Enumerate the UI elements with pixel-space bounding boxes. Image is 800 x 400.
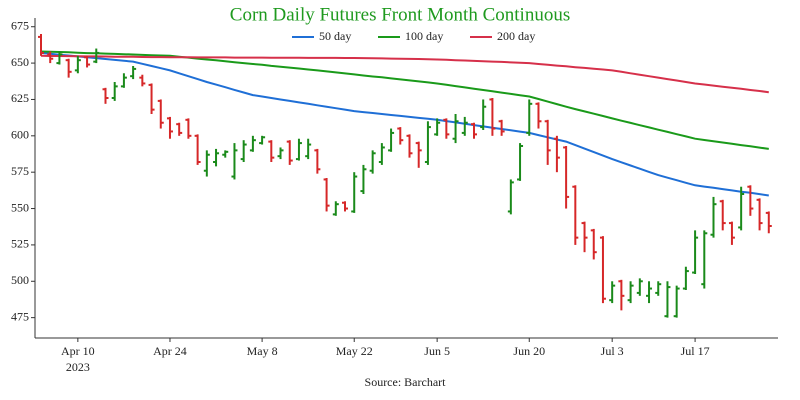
chart-title: Corn Daily Futures Front Month Continuou… bbox=[230, 4, 570, 25]
x-tick-label: Apr 24 bbox=[153, 344, 187, 358]
ma-line bbox=[40, 50, 769, 150]
x-tick-label: May 22 bbox=[336, 344, 373, 358]
ma-line bbox=[40, 54, 769, 94]
x-tick-label: May 8 bbox=[247, 344, 278, 358]
x-tick-label: Jun 20 bbox=[513, 344, 545, 358]
legend-label: 200 day bbox=[497, 29, 535, 43]
ma-line bbox=[40, 51, 769, 197]
y-tick-label: 600 bbox=[11, 128, 29, 142]
y-tick-label: 625 bbox=[11, 91, 29, 105]
y-tick-label: 650 bbox=[11, 55, 29, 69]
y-tick-label: 525 bbox=[11, 237, 29, 251]
source: Source: Barchart bbox=[365, 375, 447, 389]
x-tick-label: Jun 5 bbox=[424, 344, 450, 358]
y-tick-label: 550 bbox=[11, 200, 29, 214]
legend-label: 100 day bbox=[405, 29, 443, 43]
y-tick-label: 675 bbox=[11, 18, 29, 32]
y-tick-label: 475 bbox=[11, 309, 29, 323]
legend-label: 50 day bbox=[319, 29, 351, 43]
y-tick-label: 500 bbox=[11, 273, 29, 287]
x-tick-label: Apr 10 bbox=[61, 344, 95, 358]
x-tick-label: Jul 3 bbox=[601, 344, 624, 358]
x-tick-label: Jul 17 bbox=[681, 344, 710, 358]
x-sublabel: 2023 bbox=[66, 360, 90, 374]
y-tick-label: 575 bbox=[11, 164, 29, 178]
